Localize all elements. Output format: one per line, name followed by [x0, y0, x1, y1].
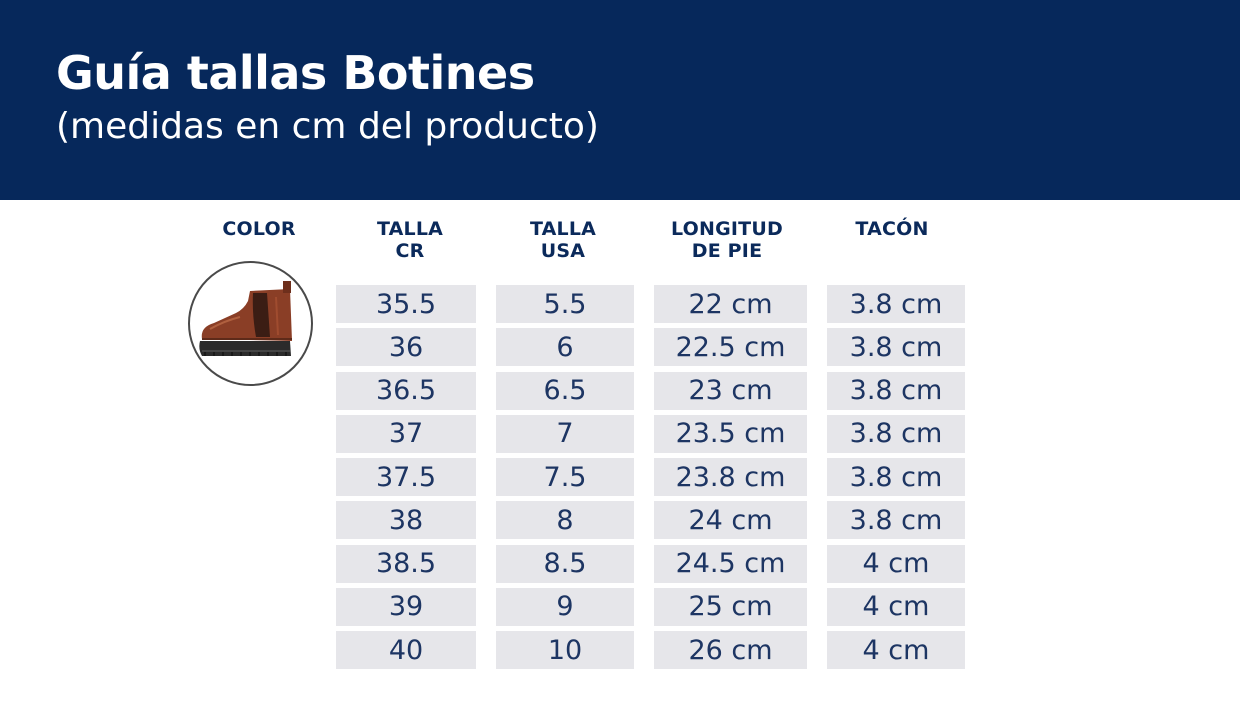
table-cell-longitud: 24.5 cm [654, 544, 807, 583]
table-cell-tacon: 4 cm [827, 544, 965, 583]
table-cell-tacon: 3.8 cm [827, 371, 965, 410]
page-title: Guía tallas Botines [56, 46, 535, 100]
table-cell-longitud: 23.5 cm [654, 414, 807, 453]
table-cell-usa: 8 [496, 501, 634, 540]
header-banner: Guía tallas Botines (medidas en cm del p… [0, 0, 1240, 200]
column-longitud: 22 cm 22.5 cm 23 cm 23.5 cm 23.8 cm 24 c… [654, 285, 807, 674]
column-talla-cr: 35.5 36 36.5 37 37.5 38 38.5 39 40 [336, 285, 476, 674]
column-header-longitud-line1: LONGITUD [671, 218, 783, 240]
column-header-color-label: COLOR [222, 218, 296, 240]
table-cell-cr: 37.5 [336, 458, 476, 496]
table-cell-tacon: 3.8 cm [827, 285, 965, 323]
table-cell-usa: 6.5 [496, 371, 634, 410]
column-header-talla-usa-line2: USA [540, 240, 586, 262]
table-cell-cr: 35.5 [336, 285, 476, 323]
ankle-boot-icon [199, 281, 292, 356]
table-cell-longitud: 23.8 cm [654, 458, 807, 496]
table-cell-longitud: 25 cm [654, 587, 807, 626]
table-cell-cr: 40 [336, 631, 476, 669]
column-header-talla-usa: TALLA USA [494, 218, 632, 262]
table-cell-usa: 7.5 [496, 458, 634, 496]
column-header-tacon-label: TACÓN [855, 218, 929, 240]
column-header-tacon: TACÓN [822, 218, 962, 240]
table-cell-tacon: 4 cm [827, 587, 965, 626]
column-header-longitud-line2: DE PIE [691, 240, 763, 262]
column-talla-usa: 5.5 6 6.5 7 7.5 8 8.5 9 10 [496, 285, 634, 674]
table-cell-cr: 39 [336, 587, 476, 626]
table-cell-tacon: 3.8 cm [827, 328, 965, 367]
column-header-talla-cr: TALLA CR [341, 218, 479, 262]
table-cell-longitud: 24 cm [654, 501, 807, 540]
table-cell-cr: 36.5 [336, 371, 476, 410]
table-cell-cr: 38 [336, 501, 476, 540]
product-image-circle [188, 261, 313, 386]
column-header-color: COLOR [208, 218, 310, 240]
column-header-talla-cr-line1: TALLA [376, 218, 444, 240]
column-header-talla-usa-line1: TALLA [529, 218, 597, 240]
column-tacon: 3.8 cm 3.8 cm 3.8 cm 3.8 cm 3.8 cm 3.8 c… [827, 285, 965, 674]
table-cell-usa: 8.5 [496, 544, 634, 583]
table-cell-tacon: 3.8 cm [827, 458, 965, 496]
table-cell-tacon: 3.8 cm [827, 414, 965, 453]
table-cell-tacon: 4 cm [827, 631, 965, 669]
table-cell-usa: 7 [496, 414, 634, 453]
table-cell-usa: 10 [496, 631, 634, 669]
table-cell-longitud: 23 cm [654, 371, 807, 410]
table-cell-longitud: 22 cm [654, 285, 807, 323]
table-cell-usa: 9 [496, 587, 634, 626]
table-cell-cr: 37 [336, 414, 476, 453]
table-cell-longitud: 26 cm [654, 631, 807, 669]
table-cell-usa: 6 [496, 328, 634, 367]
table-cell-longitud: 22.5 cm [654, 328, 807, 367]
column-header-talla-cr-line2: CR [395, 240, 425, 262]
table-cell-cr: 38.5 [336, 544, 476, 583]
table-cell-tacon: 3.8 cm [827, 501, 965, 540]
table-cell-usa: 5.5 [496, 285, 634, 323]
page-subtitle: (medidas en cm del producto) [56, 106, 599, 147]
column-header-longitud: LONGITUD DE PIE [652, 218, 802, 262]
table-cell-cr: 36 [336, 328, 476, 367]
